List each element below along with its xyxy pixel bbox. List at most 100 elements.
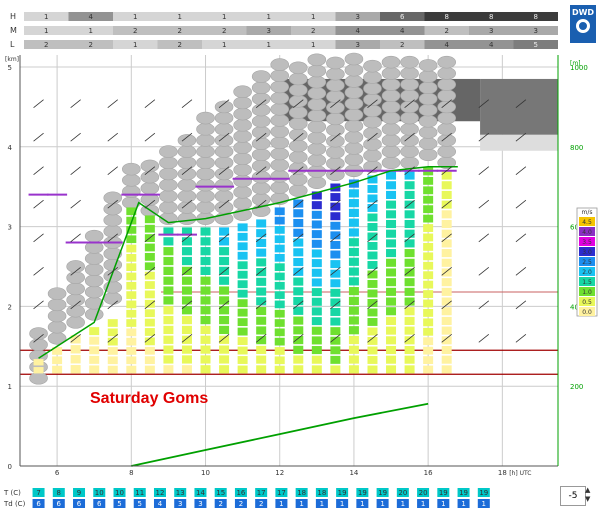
- mixing-bar-segment: [70, 345, 81, 354]
- wind-barb: [293, 99, 304, 108]
- wind-barb: [367, 166, 378, 176]
- cloud-row-cell: [335, 40, 380, 49]
- cloud-puff: [270, 80, 290, 94]
- cloud-puff: [326, 90, 345, 103]
- mixing-bar-segment: [237, 232, 248, 241]
- cloud-puff: [159, 156, 178, 170]
- mixing-bar-segment: [144, 243, 155, 252]
- cloud-row-cell: [291, 12, 336, 21]
- cloud-row-value: 2: [89, 41, 93, 49]
- mixing-bar-segment: [311, 259, 322, 268]
- legend-level-label: 3.0: [582, 249, 592, 256]
- mixing-bar-segment: [404, 249, 415, 258]
- mixing-bar-segment: [311, 210, 322, 219]
- cloud-puff: [103, 213, 123, 227]
- mixing-bar-segment: [200, 345, 211, 354]
- dewpoint-cell: [93, 499, 106, 508]
- wind-barb: [330, 233, 341, 243]
- wind-barb: [478, 99, 490, 108]
- mixing-bar-segment: [367, 261, 378, 269]
- mixing-bar-segment: [348, 306, 359, 315]
- mixing-bar-segment: [330, 298, 341, 307]
- mixing-bar-segment: [144, 346, 155, 355]
- mixing-bar-segment: [237, 346, 248, 355]
- wind-barb: [404, 99, 415, 108]
- mixing-bar-segment: [200, 355, 211, 364]
- cloud-row-value: 5: [534, 41, 538, 49]
- legend-level-label: 4.0: [582, 229, 592, 236]
- wind-barb: [255, 199, 267, 209]
- cloud-puff: [288, 106, 308, 119]
- wind-barb: [33, 333, 44, 343]
- left-tick-label: 5: [8, 64, 12, 72]
- mixing-bar-segment: [144, 328, 155, 336]
- cloud-puff: [214, 134, 234, 147]
- mixing-bar-segment: [348, 296, 359, 305]
- mixing-bar-segment: [441, 365, 452, 374]
- wind-barb: [330, 99, 341, 108]
- cloud-puff: [326, 146, 345, 159]
- cloud-row-value: 1: [222, 41, 226, 49]
- wind-barb: [478, 300, 490, 310]
- cloud-puff: [363, 138, 382, 151]
- wind-barb: [367, 266, 378, 276]
- mixing-bar-segment: [256, 248, 267, 257]
- mixing-bar-segment: [441, 249, 452, 258]
- mixing-bar-segment: [367, 327, 378, 336]
- mixing-bar-segment: [126, 207, 137, 216]
- wind-barb: [478, 166, 490, 176]
- cloud-row-value: 2: [311, 27, 315, 35]
- mixing-bar-segment: [330, 355, 341, 364]
- cloud-puff: [307, 154, 327, 167]
- cloud-puff: [418, 126, 438, 139]
- offset-stepper-input[interactable]: -5: [560, 486, 586, 506]
- cloud-puff: [344, 97, 364, 110]
- cloud-puff: [66, 293, 85, 307]
- mixing-bar-segment: [200, 286, 211, 295]
- wind-barb: [367, 333, 378, 343]
- cloud-puff: [307, 75, 327, 89]
- mixing-bar-segment: [107, 356, 118, 365]
- wind-barb: [144, 233, 156, 243]
- cloud-puff: [47, 309, 67, 323]
- mixing-bar-segment: [237, 223, 248, 232]
- mixing-bar-segment: [441, 336, 452, 345]
- wind-barb: [441, 166, 452, 176]
- wind-barb: [218, 199, 230, 209]
- mixing-bar-segment: [404, 229, 415, 238]
- cloud-puff: [437, 67, 456, 80]
- cloud-puff: [270, 69, 290, 83]
- mixing-bar-segment: [386, 249, 397, 258]
- temperature-cell: [93, 488, 106, 497]
- cloud-row-value: 1: [267, 13, 271, 21]
- wind-barb: [404, 199, 415, 209]
- mixing-bar-segment: [274, 291, 285, 299]
- stepper-arrows-icon[interactable]: ▲ ▼: [585, 486, 591, 503]
- cloud-row-value: 4: [489, 41, 494, 49]
- cloud-puff: [307, 131, 327, 145]
- cloud-puff: [270, 125, 290, 138]
- mixing-bar-segment: [181, 355, 192, 364]
- mixing-bar-segment: [367, 365, 378, 374]
- wind-barb: [404, 300, 415, 310]
- dewpoint-value: 1: [340, 500, 344, 508]
- temperature-value: 13: [176, 489, 185, 497]
- cloud-row-cell: [291, 26, 336, 35]
- mixing-bar-segment: [163, 296, 174, 305]
- mixing-bar-segment: [126, 235, 137, 244]
- cloud-puff: [400, 100, 419, 114]
- wind-barb: [33, 199, 44, 209]
- wind-barb: [367, 199, 378, 209]
- mixing-bar-segment: [219, 335, 230, 344]
- cloud-puff: [196, 134, 215, 147]
- mixing-bar-segment: [386, 297, 397, 306]
- dewpoint-value: 2: [218, 500, 222, 508]
- temperature-value: 9: [77, 489, 81, 497]
- mixing-bar-segment: [274, 337, 285, 346]
- cloud-puff: [288, 61, 308, 75]
- temperature-cell: [437, 488, 450, 497]
- temperature-value: 14: [196, 489, 205, 497]
- cloud-puff: [84, 274, 104, 288]
- cloud-puff: [103, 191, 123, 205]
- mixing-bar-segment: [367, 356, 378, 364]
